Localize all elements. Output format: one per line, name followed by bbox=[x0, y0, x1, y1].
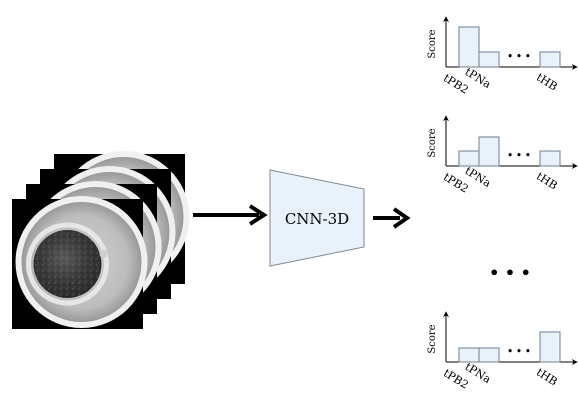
cnn-3d-block: CNN-3D bbox=[269, 169, 365, 267]
vertical-ellipsis: • • • bbox=[489, 263, 531, 282]
tick-label: tHB bbox=[534, 71, 560, 94]
y-axis-label: Score bbox=[427, 29, 438, 58]
cnn-3d-label: CNN-3D bbox=[285, 210, 349, 228]
bar-gap-ellipsis: • • • bbox=[507, 347, 531, 357]
video-frame bbox=[12, 196, 148, 329]
score-bar bbox=[478, 136, 500, 167]
time-lapse-frame-stack bbox=[12, 151, 190, 329]
embryo bbox=[26, 222, 109, 306]
score-bar bbox=[478, 51, 500, 68]
tick-label: tHB bbox=[534, 366, 560, 389]
y-axis-label: Score bbox=[427, 128, 438, 157]
y-axis-label: Score bbox=[427, 324, 438, 353]
cnn-3d-trapezoid bbox=[269, 169, 365, 267]
score-bar bbox=[539, 150, 561, 167]
score-bar bbox=[478, 347, 500, 363]
tick-label: tHB bbox=[534, 170, 560, 193]
bar-gap-ellipsis: • • • bbox=[507, 151, 531, 161]
score-bar bbox=[539, 51, 561, 68]
output-arrow bbox=[373, 207, 411, 229]
bar-gap-ellipsis: • • • bbox=[507, 52, 531, 62]
score-bar bbox=[458, 26, 480, 68]
score-bar bbox=[539, 331, 561, 363]
input-arrow bbox=[193, 204, 268, 226]
